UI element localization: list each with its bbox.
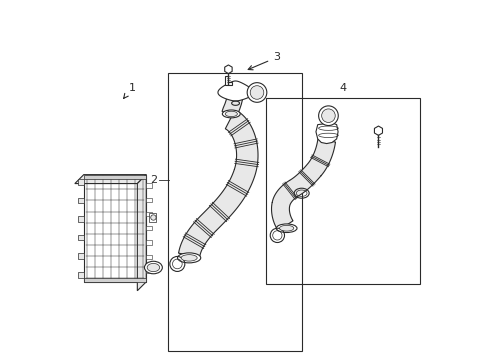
Polygon shape bbox=[224, 65, 232, 73]
Polygon shape bbox=[78, 179, 83, 185]
Polygon shape bbox=[146, 269, 151, 273]
Polygon shape bbox=[137, 175, 146, 291]
Polygon shape bbox=[224, 76, 231, 85]
Text: 3: 3 bbox=[248, 53, 280, 70]
Ellipse shape bbox=[150, 215, 156, 220]
Ellipse shape bbox=[225, 111, 237, 117]
Ellipse shape bbox=[318, 106, 338, 126]
Polygon shape bbox=[222, 96, 242, 116]
Polygon shape bbox=[146, 198, 151, 202]
Polygon shape bbox=[374, 126, 382, 135]
Polygon shape bbox=[146, 183, 151, 188]
Ellipse shape bbox=[246, 83, 266, 102]
Polygon shape bbox=[146, 226, 151, 230]
Ellipse shape bbox=[222, 110, 240, 118]
Ellipse shape bbox=[279, 225, 293, 231]
Polygon shape bbox=[146, 212, 151, 216]
Text: 2: 2 bbox=[149, 175, 157, 185]
Ellipse shape bbox=[181, 255, 197, 261]
Ellipse shape bbox=[321, 109, 335, 122]
Polygon shape bbox=[75, 175, 146, 184]
Bar bbox=[167, 73, 301, 351]
Ellipse shape bbox=[177, 253, 201, 263]
Ellipse shape bbox=[250, 86, 263, 99]
Polygon shape bbox=[178, 110, 258, 257]
Ellipse shape bbox=[147, 264, 160, 272]
Polygon shape bbox=[83, 278, 146, 282]
Polygon shape bbox=[78, 235, 83, 240]
Polygon shape bbox=[149, 213, 156, 222]
Polygon shape bbox=[78, 272, 83, 278]
Ellipse shape bbox=[276, 224, 296, 233]
Polygon shape bbox=[78, 198, 83, 203]
Polygon shape bbox=[83, 175, 146, 282]
Text: 1: 1 bbox=[123, 83, 135, 98]
Bar bbox=[265, 98, 419, 284]
Polygon shape bbox=[83, 175, 146, 179]
Polygon shape bbox=[146, 240, 151, 245]
Polygon shape bbox=[146, 255, 151, 259]
Ellipse shape bbox=[144, 261, 162, 274]
Polygon shape bbox=[271, 139, 335, 231]
Polygon shape bbox=[78, 253, 83, 259]
Polygon shape bbox=[218, 81, 253, 101]
Text: 4: 4 bbox=[339, 83, 346, 93]
Polygon shape bbox=[78, 216, 83, 222]
Polygon shape bbox=[315, 123, 337, 144]
